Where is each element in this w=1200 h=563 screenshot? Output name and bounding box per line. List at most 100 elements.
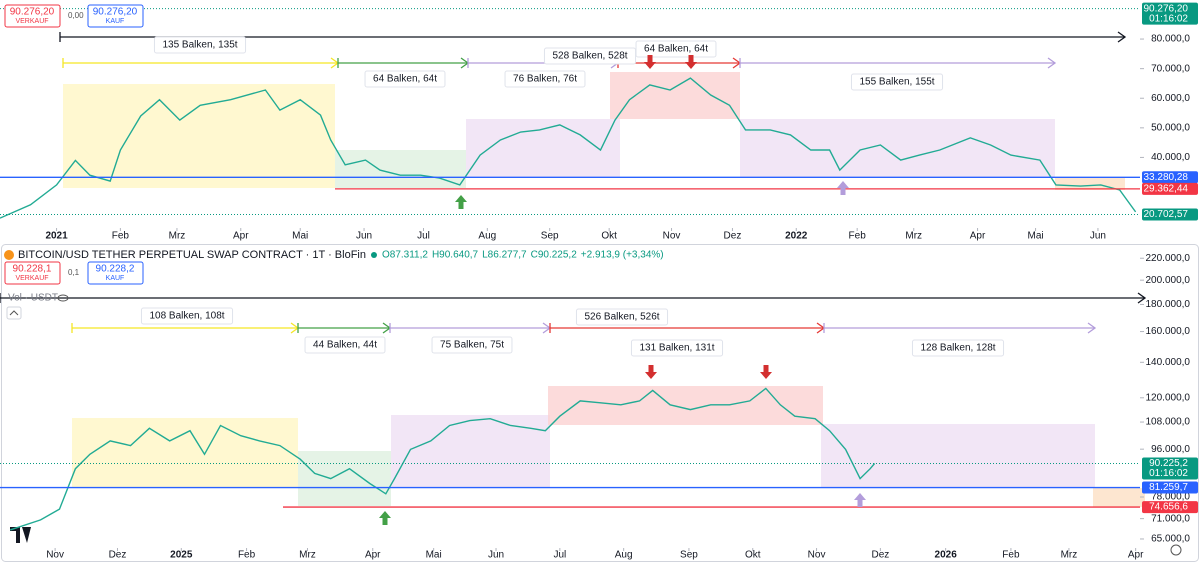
ohlc-value: H90.640,7 [432, 250, 479, 261]
settings-icon[interactable] [1170, 544, 1182, 556]
annotation-box [850, 73, 944, 91]
zone [298, 451, 391, 506]
up-marker [854, 493, 866, 507]
x-tick-label: Apr [1128, 550, 1144, 561]
annotation-box [431, 336, 513, 354]
y-tick-label: 96.000,0 [1151, 444, 1190, 455]
x-tick-label: 2025 [170, 550, 193, 561]
buy-box [87, 261, 144, 285]
x-tick-label: Nov [46, 550, 64, 561]
price-line [0, 77, 1137, 219]
x-tick-label: Jun [488, 550, 504, 561]
x-tick-label: Mai [1028, 231, 1044, 242]
buy-label: KAUF [106, 275, 125, 282]
x-tick-label: Dez [871, 550, 889, 561]
x-tick-label: Aug [615, 550, 633, 561]
ohlc-value: L86.277,7 [482, 250, 527, 261]
y-tick-label: 200.000,0 [1146, 275, 1191, 286]
zone [610, 72, 740, 119]
annotation-box [140, 307, 234, 325]
annotation-box [911, 339, 1005, 357]
annotation-label: 526 Balken, 526t [584, 312, 659, 323]
x-tick-label: Apr [365, 550, 381, 561]
annotation-label: 44 Balken, 44t [313, 340, 377, 351]
annotation-box [630, 339, 724, 357]
zone [740, 119, 1055, 178]
x-tick-label: Feb [1002, 550, 1020, 561]
measure-arrowhead [1087, 322, 1097, 334]
up-marker [837, 181, 849, 195]
x-tick-label: Aug [478, 231, 496, 242]
annotation-box [304, 336, 386, 354]
price-tag [1142, 208, 1198, 221]
x-tick-label: Apr [970, 231, 986, 242]
x-tick-label: Nov [663, 231, 681, 242]
y-tick-label: 160.000,0 [1146, 326, 1191, 337]
y-tick-label: 140.000,0 [1146, 357, 1191, 368]
measure-arrowhead [1117, 31, 1127, 43]
x-tick-label: Mai [426, 550, 442, 561]
x-tick-label: Mai [292, 231, 308, 242]
x-tick-label: Jun [356, 231, 372, 242]
price-tag-label: 81.259,7 [1149, 482, 1188, 493]
sell-label: VERKAUF [15, 18, 48, 25]
price-tag-label: 29.362,44 [1144, 184, 1189, 195]
annotation-box [575, 308, 669, 326]
annotation-label: 108 Balken, 108t [149, 311, 224, 322]
y-tick-label: 180.000,0 [1146, 299, 1191, 310]
x-tick-label: Sep [541, 231, 559, 242]
x-tick-label: 2026 [935, 550, 958, 561]
x-tick-label: Feb [112, 231, 130, 242]
spread: 0,1 [68, 268, 80, 277]
price-tag-label: 20.702,57 [1144, 209, 1189, 220]
measure-arrowhead [1137, 292, 1147, 304]
logo [10, 527, 31, 543]
price-tag [1142, 2, 1198, 25]
x-tick-label: 2021 [45, 231, 68, 242]
x-tick-label: Dez [724, 231, 742, 242]
buy-box [87, 4, 144, 28]
annotation-label: 64 Balken, 64t [644, 44, 708, 55]
y-tick-label: 80.000,0 [1151, 34, 1190, 45]
sell-label: VERKAUF [15, 275, 48, 282]
price-tag-label: 74.656,6 [1149, 502, 1188, 513]
collapse-icon [9, 310, 19, 316]
collapse-button[interactable] [6, 306, 22, 320]
buy-label: KAUF [106, 18, 125, 25]
zone [1093, 488, 1145, 507]
price-tag [1142, 481, 1198, 494]
price-tag-label: 90.225,2 [1149, 458, 1188, 469]
price-tag [1142, 182, 1198, 195]
ohlc-value: C90.225,2 [531, 250, 578, 261]
annotation-label: 528 Balken, 528t [552, 51, 627, 62]
price-tag [1142, 457, 1198, 480]
sell-price: 90.276,20 [10, 7, 55, 18]
annotation-label: 131 Balken, 131t [639, 343, 714, 354]
zone [72, 418, 298, 488]
price-tag-time: 01:16:02 [1149, 13, 1188, 24]
x-tick-label: Nov [808, 550, 826, 561]
zone [548, 386, 823, 425]
ohlc-value: +2.913,9 (+3,34%) [581, 250, 664, 261]
zone [821, 424, 1095, 488]
y-tick-label: 120.000,0 [1146, 392, 1191, 403]
x-tick-label: Mrz [905, 231, 922, 242]
annotation-label: 64 Balken, 64t [373, 74, 437, 85]
status-dot [370, 252, 377, 258]
y-tick-label: 50.000,0 [1151, 122, 1190, 133]
y-tick-label: 60.000,0 [1151, 93, 1190, 104]
x-tick-label: Sep [680, 550, 698, 561]
x-tick-label: 2022 [785, 231, 808, 242]
y-tick-label: 65.000,0 [1151, 534, 1190, 545]
annotation-label: 128 Balken, 128t [920, 343, 995, 354]
price-tag-label: 90.276,20 [1144, 3, 1189, 14]
price-tag [1142, 501, 1198, 514]
annotation-box [153, 36, 247, 54]
x-tick-label: Okt [745, 550, 761, 561]
annotation-box [504, 70, 586, 88]
x-tick-label: Dez [109, 550, 127, 561]
annotation-box [635, 40, 717, 58]
zone [335, 150, 466, 188]
